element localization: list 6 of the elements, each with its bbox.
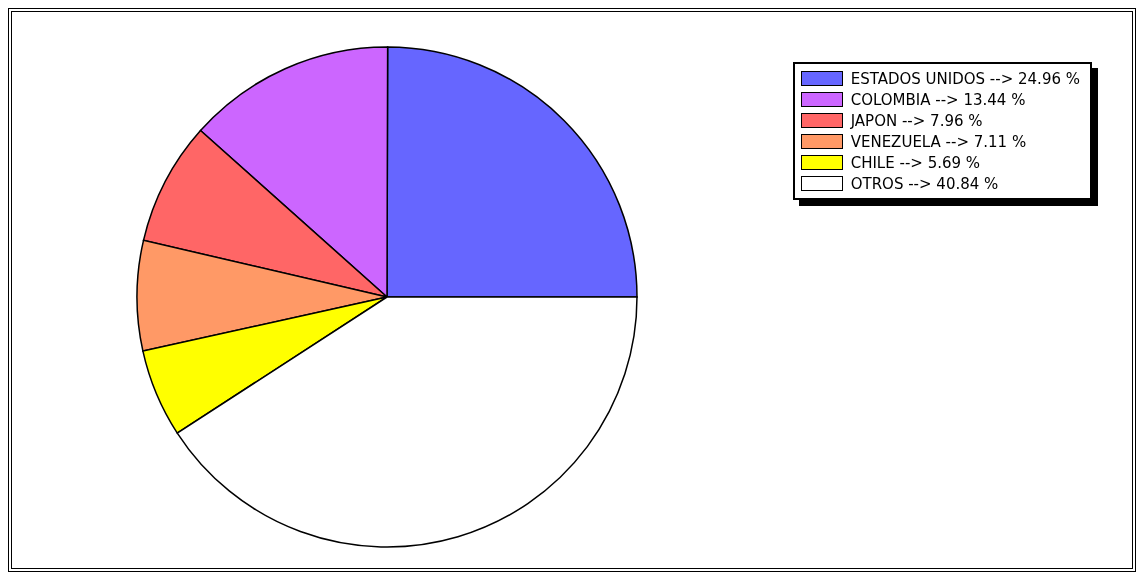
legend-label: JAPON --> 7.96 % — [850, 111, 983, 130]
legend-label: CHILE --> 5.69 % — [850, 153, 981, 172]
legend-label: COLOMBIA --> 13.44 % — [850, 90, 1026, 109]
legend-label: OTROS --> 40.84 % — [850, 174, 999, 193]
legend-label: ESTADOS UNIDOS --> 24.96 % — [850, 69, 1080, 88]
legend-label: VENEZUELA --> 7.11 % — [850, 132, 1027, 151]
